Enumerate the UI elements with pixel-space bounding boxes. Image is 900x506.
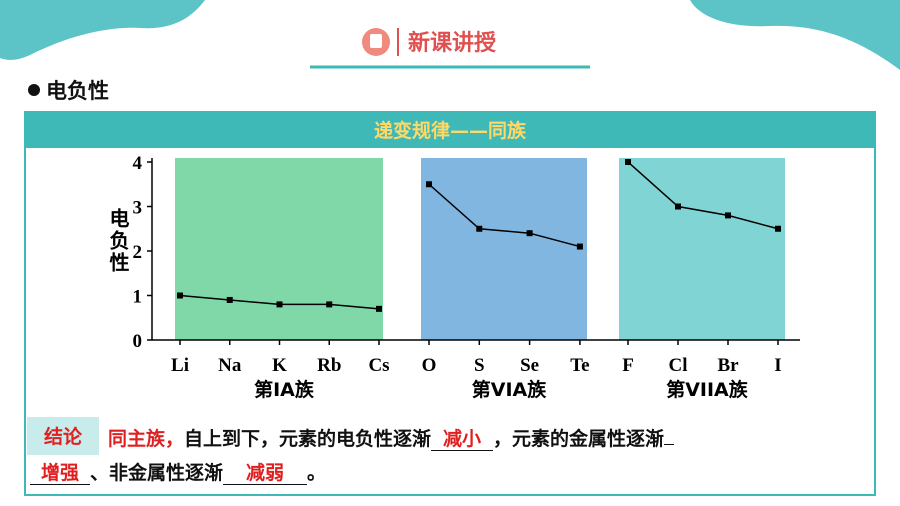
x-tick-label: Cl [669,355,688,376]
x-tick-label: Te [570,355,589,376]
y-axis-label: 电负性 [106,208,130,274]
data-point [476,225,483,232]
answer: 增强 [30,462,90,485]
data-point [675,203,681,210]
data-line [428,183,581,248]
conclusion-text: 。 [307,462,327,484]
answer: 减弱 [223,462,308,485]
y-tick-label: 2 [133,242,143,263]
data-point [576,243,583,250]
conclusion-label: 结论 [44,425,83,448]
y-tick-label: 0 [133,331,143,352]
data-point [775,225,781,232]
data-point [326,301,333,308]
group-background [175,158,383,340]
x-tick-label: F [622,355,634,376]
group-background [421,158,587,340]
x-tick-label: S [474,355,485,376]
x-tick-label: Cs [368,355,389,376]
panel-header [25,112,875,148]
x-tick-label: O [422,355,437,376]
data-point [426,181,432,188]
answer: 减小 [431,428,494,451]
x-tick-label: Se [520,355,539,376]
group-label: 第IA族 [254,378,315,401]
conclusion-label-box [27,417,99,455]
section-title: 电负性 [46,79,109,103]
y-tick-label: 1 [133,287,143,308]
y-tick-label: 4 [133,153,143,174]
panel-title: 递变规律——同族 [374,119,527,142]
corner-decoration [690,0,900,70]
x-tick-label: K [272,355,287,376]
conclusion-line: 同主族，自上到下，元素的电负性逐渐 减小 ，元素的金属性逐渐 [108,424,675,451]
x-tick-label: Rb [317,355,341,376]
group-background [619,158,785,340]
data-point [226,296,233,303]
bullet [28,84,40,96]
conclusion-subject: 同主族， [108,428,185,450]
data-point [276,301,283,308]
corner-decoration [0,0,205,60]
conclusion-text: 自上到下，元素的电负性逐渐 [184,428,432,450]
blank [664,444,675,445]
group-label: 第VIA族 [472,378,547,401]
chart: 0 1 2 3 4 电负性 Li Na K Rb Cs 第IA族 O S Se Te 第VIA族 F Cl Br I 第V… [106,153,800,401]
data-point [625,159,631,165]
header-title: 新课讲授 [408,30,497,56]
conclusion-line: 增强 、非金属性逐渐 减弱。 [30,458,326,485]
data-point [725,212,731,219]
header-icon [370,34,382,48]
x-tick-label: I [774,355,781,376]
x-tick-label: Na [218,355,242,376]
data-point [376,305,382,312]
data-point [177,292,183,299]
conclusion-text: ，元素的金属性逐渐 [493,428,665,450]
group-label: 第VIIA族 [666,378,749,401]
conclusion-text: 、非金属性逐渐 [90,462,224,484]
y-tick-label: 3 [133,198,143,219]
data-line [627,161,779,230]
data-point [526,230,533,237]
x-tick-label: Li [171,355,189,376]
x-tick-label: Br [717,355,739,376]
